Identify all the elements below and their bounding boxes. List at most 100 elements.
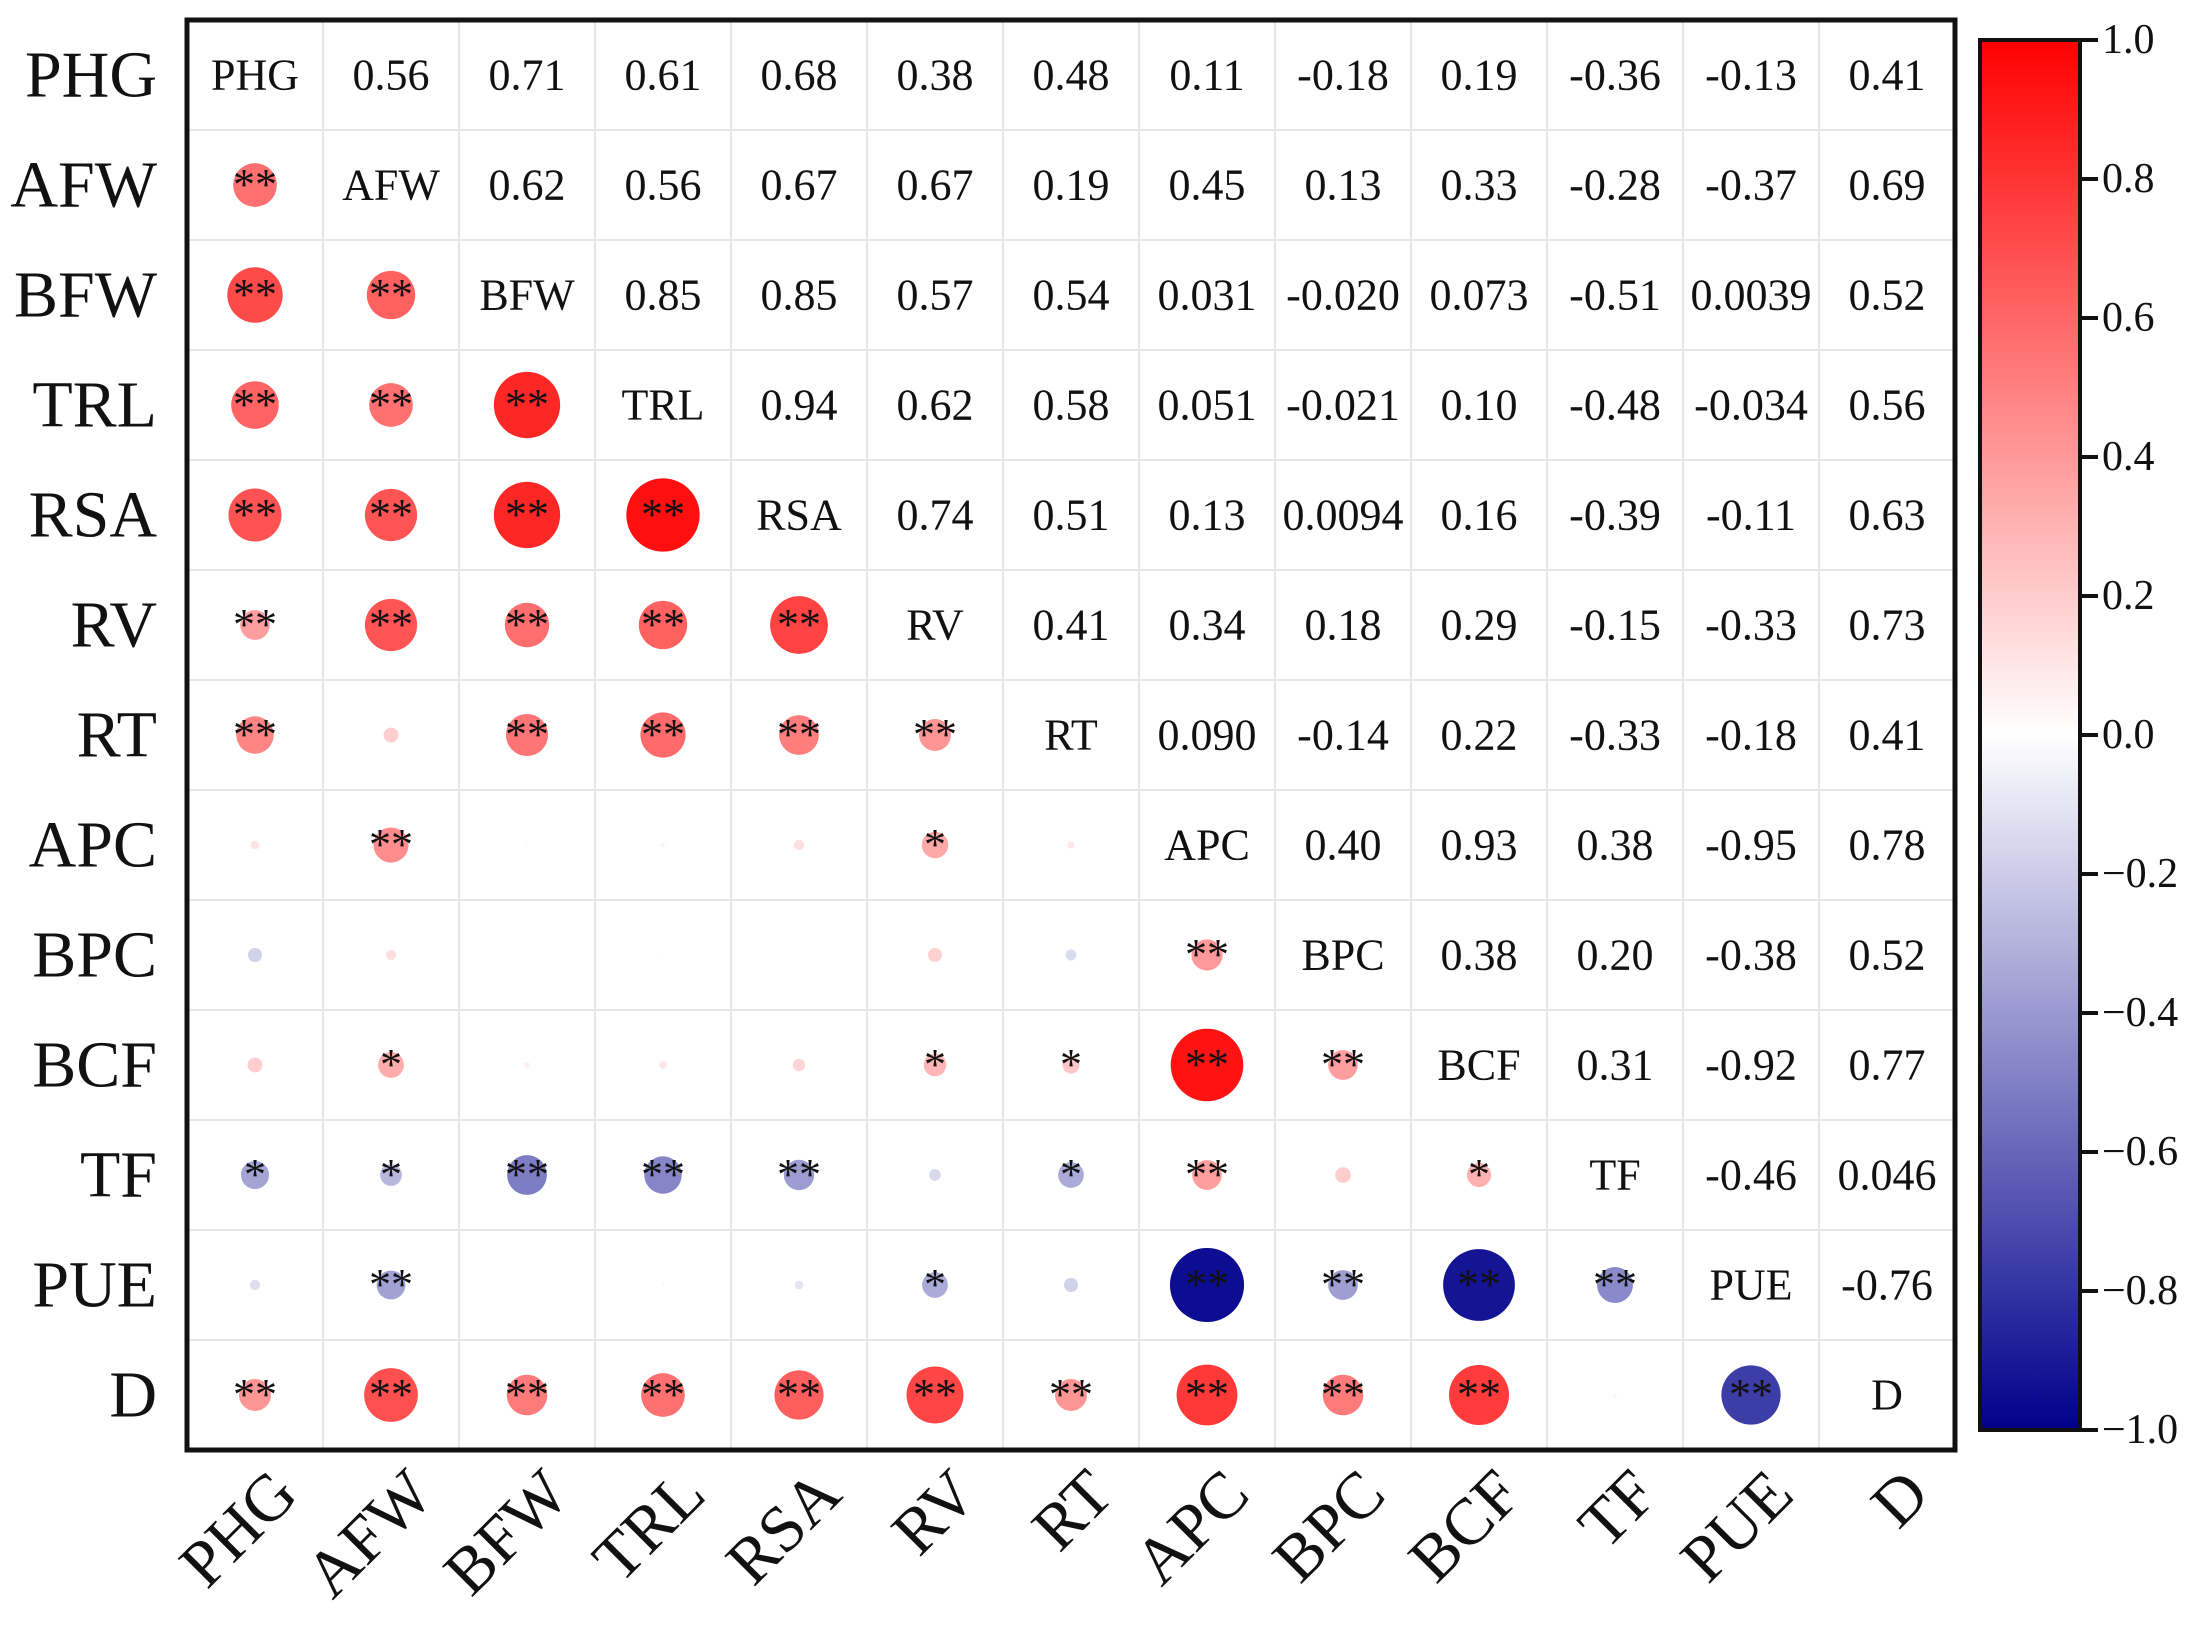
correlation-circle — [662, 954, 664, 956]
correlation-circle — [1176, 1364, 1238, 1426]
correlation-value: 0.38 — [1577, 821, 1654, 870]
correlation-circle — [638, 600, 688, 650]
correlation-value: 0.69 — [1849, 161, 1926, 210]
correlation-circle — [1058, 1162, 1084, 1188]
correlation-value: 0.63 — [1849, 491, 1926, 540]
significance-marker: * — [924, 1260, 946, 1309]
correlation-circle — [774, 1370, 824, 1420]
correlation-circle — [369, 383, 413, 427]
correlation-circle — [921, 831, 949, 859]
correlation-value: 0.0094 — [1283, 491, 1404, 540]
correlation-value: 0.94 — [761, 381, 838, 430]
correlation-circle — [504, 602, 550, 648]
correlation-circle — [376, 1270, 406, 1300]
correlation-value: 0.56 — [625, 161, 702, 210]
row-label: APC — [29, 809, 157, 882]
significance-marker: ** — [233, 1370, 277, 1419]
significance-marker: ** — [641, 1150, 685, 1199]
correlation-circle — [1328, 1050, 1358, 1080]
correlation-value: 0.67 — [761, 161, 838, 210]
correlation-circle — [526, 954, 528, 956]
correlation-circle — [364, 488, 418, 542]
significance-marker: ** — [505, 710, 549, 759]
correlation-value: 0.45 — [1169, 161, 1246, 210]
colorbar-tick-label: −1.0 — [2102, 1407, 2178, 1453]
correlation-circle — [923, 1053, 947, 1077]
correlation-circle — [1335, 1167, 1351, 1183]
correlation-value: 0.22 — [1441, 711, 1518, 760]
correlation-circle — [507, 1155, 547, 1195]
correlation-value: 0.40 — [1305, 821, 1382, 870]
correlation-circle — [1065, 949, 1077, 961]
diagonal-label: BFW — [479, 271, 575, 320]
correlation-value: 0.56 — [353, 51, 430, 100]
correlation-value: 0.74 — [897, 491, 974, 540]
row-label: TRL — [32, 369, 157, 442]
correlation-value: 0.93 — [1441, 821, 1518, 870]
correlation-value: 0.48 — [1033, 51, 1110, 100]
correlation-value: 0.38 — [1441, 931, 1518, 980]
significance-marker: * — [1468, 1150, 1490, 1199]
correlation-circle — [247, 947, 263, 963]
significance-marker: ** — [1185, 1040, 1229, 1089]
correlation-circle — [1466, 1162, 1492, 1188]
correlation-value: 0.73 — [1849, 601, 1926, 650]
correlation-circle — [792, 1058, 806, 1072]
row-label: PHG — [25, 39, 157, 112]
correlation-value: 0.11 — [1169, 51, 1244, 100]
correlation-circle — [1192, 1160, 1222, 1190]
colorbar-tick-label: 0.0 — [2102, 712, 2155, 758]
correlation-value: 0.090 — [1158, 711, 1257, 760]
colorbar-tick-label: 0.4 — [2102, 434, 2155, 480]
correlation-circle — [1322, 1374, 1364, 1416]
correlation-value: 0.0039 — [1691, 271, 1812, 320]
significance-marker: ** — [1185, 1260, 1229, 1309]
matrix-cells: PHG 0.56 0.71 0.61 0.68 0.38 0.48 0.11 -0.18 0.19… — [211, 51, 1937, 1426]
significance-marker: ** — [1593, 1260, 1637, 1309]
correlation-value: 0.10 — [1441, 381, 1518, 430]
correlation-circle — [493, 481, 561, 549]
significance-marker: ** — [233, 160, 277, 209]
significance-marker: ** — [369, 820, 413, 869]
correlation-circle — [373, 827, 409, 863]
significance-marker: ** — [1185, 1150, 1229, 1199]
correlation-circle — [1448, 1364, 1510, 1426]
row-label: RSA — [29, 479, 158, 552]
correlation-circle — [364, 1368, 418, 1422]
correlation-value: 0.62 — [897, 381, 974, 430]
correlation-value: 0.34 — [1169, 601, 1246, 650]
correlation-value: 0.20 — [1577, 931, 1654, 980]
correlation-value: -0.14 — [1297, 711, 1389, 760]
significance-marker: ** — [233, 600, 277, 649]
colorbar-tick-label: −0.6 — [2102, 1129, 2178, 1175]
correlation-value: 0.33 — [1441, 161, 1518, 210]
colorbar-tick-label: −0.8 — [2102, 1268, 2178, 1314]
correlation-value: 0.13 — [1305, 161, 1382, 210]
correlation-circle — [927, 947, 943, 963]
significance-marker: ** — [641, 1370, 685, 1419]
correlation-circle — [378, 1052, 404, 1078]
significance-marker: ** — [505, 380, 549, 429]
row-label: PUE — [32, 1249, 157, 1322]
diagonal-label: BPC — [1301, 931, 1384, 980]
correlation-circle — [364, 598, 418, 652]
significance-marker: ** — [505, 1370, 549, 1419]
correlation-circle — [383, 727, 399, 743]
correlation-circle — [626, 478, 700, 552]
significance-marker: * — [1060, 1040, 1082, 1089]
correlation-value: -0.18 — [1297, 51, 1389, 100]
row-labels: PHG AFW BFW TRL RSA RV RT APC BPC BCF TF PUE D — [10, 39, 157, 1432]
correlation-value: -0.33 — [1705, 601, 1797, 650]
correlation-value: -0.92 — [1705, 1041, 1797, 1090]
correlation-circle — [659, 1061, 667, 1069]
correlation-circle — [240, 1160, 270, 1190]
correlation-value: -0.48 — [1569, 381, 1661, 430]
diagonal-label: PHG — [211, 51, 299, 100]
correlation-value: 0.77 — [1849, 1041, 1926, 1090]
significance-marker: ** — [233, 270, 277, 319]
colorbar-tick-label: 0.6 — [2102, 295, 2155, 341]
significance-marker: ** — [913, 1370, 957, 1419]
correlation-value: 0.85 — [625, 271, 702, 320]
correlation-value: -0.46 — [1705, 1151, 1797, 1200]
diagonal-label: RV — [906, 601, 964, 650]
